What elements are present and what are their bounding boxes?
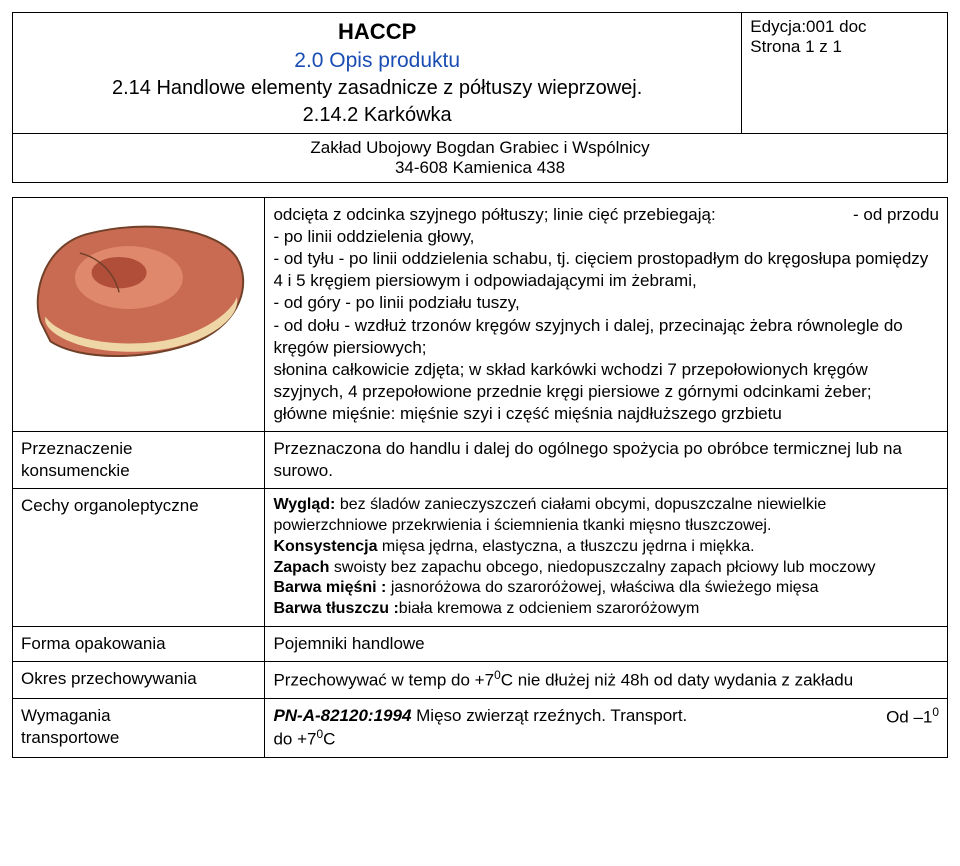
bold-label: Zapach bbox=[273, 559, 329, 576]
table-row: Okres przechowywania Przechowywać w temp… bbox=[13, 662, 948, 699]
value-text: mięsa jędrna, elastyczna, a tłuszczu jęd… bbox=[377, 538, 754, 555]
header-left-cell: HACCP 2.0 Opis produktu 2.14 Handlowe el… bbox=[13, 13, 742, 134]
row-label: konsumenckie bbox=[21, 460, 256, 482]
row-label-cell: Przeznaczenie konsumenckie bbox=[13, 431, 265, 488]
table-row: Przeznaczenie konsumenckie Przeznaczona … bbox=[13, 431, 948, 488]
standard-code: PN-A-82120:1994 bbox=[273, 706, 411, 725]
row-value-cell: Od –10 PN-A-82120:1994 Mięso zwierząt rz… bbox=[265, 698, 948, 757]
desc-line: - od góry - po linii podziału tuszy, bbox=[273, 292, 939, 314]
right-note: - od przodu bbox=[853, 204, 939, 226]
doc-subtitle: 2.0 Opis produktu bbox=[21, 47, 733, 75]
degree-sup: 0 bbox=[932, 705, 939, 719]
image-cell bbox=[13, 198, 265, 432]
edition-text: Edycja:001 doc bbox=[750, 17, 939, 37]
body-table: - od przodu odcięta z odcinka szyjnego p… bbox=[12, 197, 948, 758]
desc-line: - po linii oddzielenia głowy, bbox=[273, 226, 939, 248]
row-value-cell: Przechowywać w temp do +70C nie dłużej n… bbox=[265, 662, 948, 699]
doc-line2: 2.14.2 Karkówka bbox=[21, 102, 733, 129]
temp-unit: C bbox=[323, 730, 335, 749]
bold-label: Wygląd: bbox=[273, 496, 335, 513]
organoleptic-line: Zapach swoisty bez zapachu obcego, niedo… bbox=[273, 558, 939, 579]
description-cell: - od przodu odcięta z odcinka szyjnego p… bbox=[265, 198, 948, 432]
row-label: Wymagania bbox=[21, 705, 256, 727]
transport-line1: Od –10 PN-A-82120:1994 Mięso zwierząt rz… bbox=[273, 705, 939, 727]
bold-label: Barwa tłuszczu : bbox=[273, 600, 398, 617]
meat-illustration bbox=[21, 204, 256, 371]
doc-title: HACCP bbox=[21, 17, 733, 47]
row-label: Przeznaczenie bbox=[21, 438, 256, 460]
value-text: swoisty bez zapachu obcego, niedopuszcza… bbox=[329, 559, 875, 576]
desc-line: - od przodu odcięta z odcinka szyjnego p… bbox=[273, 204, 939, 226]
range-pre: Od –1 bbox=[886, 707, 932, 726]
desc-line: słonina całkowicie zdjęta; w skład karkó… bbox=[273, 359, 939, 403]
table-row: - od przodu odcięta z odcinka szyjnego p… bbox=[13, 198, 948, 432]
organoleptic-line: Wygląd: bez śladów zanieczyszczeń ciałam… bbox=[273, 495, 939, 537]
plant-line1: Zakład Ubojowy Bogdan Grabiec i Wspólnic… bbox=[21, 138, 939, 158]
transport-line2: do +70C bbox=[273, 727, 939, 751]
row-value-cell: Przeznaczona do handlu i dalej do ogólne… bbox=[265, 431, 948, 488]
row-label-cell: Cechy organoleptyczne bbox=[13, 489, 265, 627]
organoleptic-line: Barwa mięśni : jasnoróżowa do szaroróżow… bbox=[273, 578, 939, 599]
row-value-cell: Wygląd: bez śladów zanieczyszczeń ciałam… bbox=[265, 489, 948, 627]
value-text: biała kremowa z odcieniem szaroróżowym bbox=[399, 600, 700, 617]
desc-line: - od dołu - wzdłuż trzonów kręgów szyjny… bbox=[273, 315, 939, 359]
plant-line2: 34-608 Kamienica 438 bbox=[21, 158, 939, 178]
degree-sup: 0 bbox=[494, 668, 501, 682]
table-row: Wymagania transportowe Od –10 PN-A-82120… bbox=[13, 698, 948, 757]
row-label-cell: Forma opakowania bbox=[13, 626, 265, 661]
row-label-cell: Wymagania transportowe bbox=[13, 698, 265, 757]
organoleptic-line: Konsystencja mięsa jędrna, elastyczna, a… bbox=[273, 537, 939, 558]
table-row: Cechy organoleptyczne Wygląd: bez śladów… bbox=[13, 489, 948, 627]
page-text: Strona 1 z 1 bbox=[750, 37, 939, 57]
desc-line: - od tyłu - po linii oddzielenia schabu,… bbox=[273, 248, 939, 292]
row-value-cell: Pojemniki handlowe bbox=[265, 626, 948, 661]
plant-cell: Zakład Ubojowy Bogdan Grabiec i Wspólnic… bbox=[13, 134, 948, 183]
desc-line: główne mięśnie: mięśnie szyi i część mię… bbox=[273, 403, 939, 425]
row-label: transportowe bbox=[21, 727, 256, 749]
row-label-cell: Okres przechowywania bbox=[13, 662, 265, 699]
organoleptic-line: Barwa tłuszczu :biała kremowa z odcienie… bbox=[273, 599, 939, 620]
temp-to: do +7 bbox=[273, 730, 316, 749]
bold-label: Konsystencja bbox=[273, 538, 377, 555]
doc-line1: 2.14 Handlowe elementy zasadnicze z półt… bbox=[21, 75, 733, 102]
desc-text: odcięta z odcinka szyjnego półtuszy; lin… bbox=[273, 205, 715, 224]
table-row: Forma opakowania Pojemniki handlowe bbox=[13, 626, 948, 661]
bold-label: Barwa mięśni : bbox=[273, 579, 386, 596]
range-right: Od –10 bbox=[886, 705, 939, 729]
value-text: bez śladów zanieczyszczeń ciałami obcymi… bbox=[273, 496, 826, 534]
standard-text: Mięso zwierząt rzeźnych. Transport. bbox=[411, 706, 687, 725]
header-right-cell: Edycja:001 doc Strona 1 z 1 bbox=[742, 13, 948, 134]
storage-post: C nie dłużej niż 48h od daty wydania z z… bbox=[501, 671, 854, 690]
storage-pre: Przechowywać w temp do +7 bbox=[273, 671, 494, 690]
value-text: jasnoróżowa do szaroróżowej, właściwa dl… bbox=[386, 579, 818, 596]
header-table: HACCP 2.0 Opis produktu 2.14 Handlowe el… bbox=[12, 12, 948, 183]
